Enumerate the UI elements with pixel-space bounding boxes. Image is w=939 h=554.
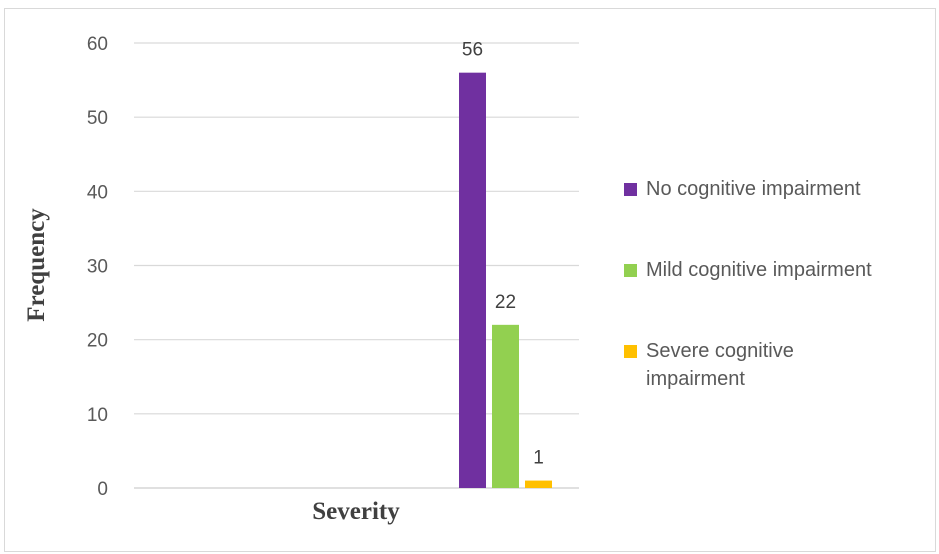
y-tick-label: 40	[87, 182, 108, 203]
data-label: 1	[533, 448, 544, 469]
legend-label: No cognitive impairment	[646, 178, 861, 200]
data-label: 22	[495, 292, 516, 313]
bar-no-impairment	[459, 72, 486, 489]
y-tick-label: 0	[97, 479, 108, 500]
y-tick-label: 20	[87, 331, 108, 352]
legend-label: Mild cognitive impairment	[646, 259, 872, 281]
legend-swatch-yellow	[624, 345, 637, 358]
y-tick-label: 60	[87, 34, 108, 55]
y-tick-label: 10	[87, 405, 108, 426]
data-labels: 56 22 1	[462, 40, 544, 469]
y-tick-label: 50	[87, 108, 108, 129]
legend-label: Severe cognitive impairment	[646, 340, 794, 390]
y-tick-label: 30	[87, 257, 108, 278]
bar-severe-impairment	[525, 480, 552, 488]
legend-swatch-purple	[624, 183, 637, 196]
legend-item-mild-impairment: Mild cognitive impairment	[624, 256, 872, 284]
y-axis-title: Frequency	[23, 208, 50, 322]
legend-item-no-impairment: No cognitive impairment	[624, 175, 861, 203]
legend-item-severe-impairment: Severe cognitive impairment	[624, 337, 824, 393]
y-axis-ticks: 0 10 20 30 40 50 60	[87, 34, 108, 500]
bar-mild-impairment	[492, 324, 519, 488]
data-label: 56	[462, 40, 483, 61]
legend-swatch-green	[624, 264, 637, 277]
bars	[459, 72, 552, 489]
x-axis-title: Severity	[312, 498, 400, 525]
